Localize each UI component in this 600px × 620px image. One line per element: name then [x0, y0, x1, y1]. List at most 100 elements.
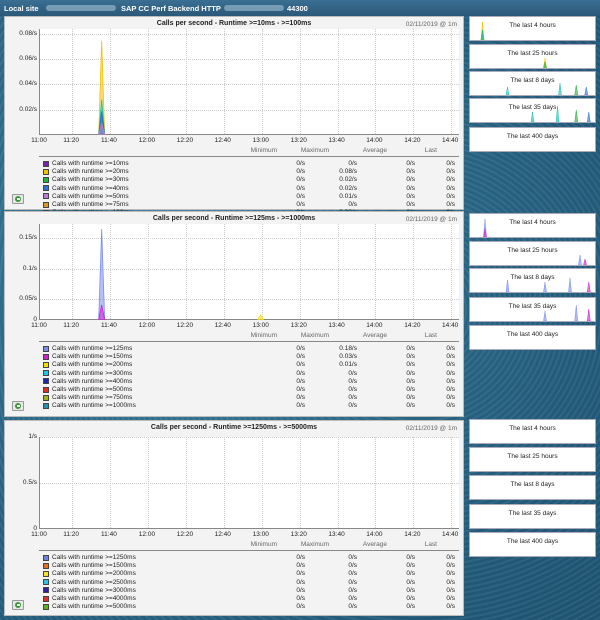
legend-label: Calls with runtime >=1000ms [52, 402, 136, 410]
x-tick-label: 11:20 [63, 531, 80, 538]
stat-last: 0/s [446, 570, 455, 578]
grid-line-v [109, 437, 111, 528]
legend-swatch [43, 570, 49, 577]
y-tick-label: 0.02/s [19, 105, 37, 113]
x-tick-label: 12:40 [214, 322, 231, 329]
stat-maximum: 0/s [348, 160, 357, 167]
history-thumbnail[interactable]: The last 4 hours [469, 419, 596, 444]
stat-minimum: 0/s [296, 176, 305, 184]
legend-row: Calls with runtime >=30ms 0/s 0.02/s 0/s 0/s [43, 176, 455, 184]
sparkline-mark [505, 279, 510, 292]
legend-label: Calls with runtime >=2000ms [52, 570, 136, 578]
y-tick-label: 0 [33, 316, 37, 323]
column-header: Average [362, 332, 387, 339]
stat-last: 0/s [446, 562, 455, 570]
stat-maximum: 0/s [348, 586, 357, 594]
legend-swatch [43, 394, 49, 401]
stat-last: 0/s [446, 184, 455, 192]
legend-label: Calls with runtime >=125ms [52, 345, 133, 352]
grid-line-h [40, 58, 459, 60]
stat-minimum: 0/s [296, 201, 305, 208]
stat-average: 0/s [406, 394, 415, 402]
grid-line-h [40, 437, 459, 438]
sparkline-mark [574, 109, 579, 122]
legend-row: Calls with runtime >=5000ms 0/s 0/s 0/s 0/s [43, 603, 455, 611]
history-thumbnail[interactable]: The last 400 days [469, 532, 596, 557]
history-thumbnail[interactable]: The last 25 hours [469, 44, 596, 69]
stat-average: 0/s [406, 562, 415, 570]
stat-minimum: 0/s [296, 192, 305, 200]
history-thumbnail[interactable]: The last 25 hours [469, 241, 596, 266]
stat-average: 0/s [406, 377, 415, 385]
stat-last: 0/s [446, 402, 455, 410]
stat-minimum: 0/s [296, 377, 305, 385]
column-header: Minimum [250, 147, 277, 154]
stat-last: 0/s [446, 377, 455, 385]
legend-swatch [43, 562, 49, 569]
history-thumbnail[interactable]: The last 4 hours [469, 16, 596, 41]
chart-panel: Calls per second - Runtime >=125ms - >=1… [4, 211, 464, 417]
add-to-dashboard-button[interactable] [12, 194, 24, 204]
legend-label: Calls with runtime >=5000ms [52, 603, 136, 611]
history-thumbnail[interactable]: The last 35 days [469, 297, 596, 322]
history-thumbnail[interactable]: The last 400 days [469, 325, 596, 350]
add-to-dashboard-button[interactable] [12, 600, 24, 610]
history-thumbnail[interactable]: The last 400 days [469, 127, 596, 152]
grid-line-v [223, 437, 225, 528]
x-tick-label: 11:40 [101, 531, 117, 538]
chart-svg [98, 40, 106, 135]
stat-average: 0/s [406, 554, 415, 561]
history-thumbnail[interactable]: The last 35 days [469, 504, 596, 529]
x-tick-label: 11:00 [31, 137, 47, 144]
add-to-dashboard-button[interactable] [12, 401, 24, 411]
history-thumbnail[interactable]: The last 35 days [469, 98, 596, 123]
history-thumbnail[interactable]: The last 8 days [469, 268, 596, 293]
sparkline-mark [584, 86, 589, 95]
thumbnail-sparkline [505, 277, 591, 292]
stat-average: 0/s [406, 402, 415, 410]
stat-average: 0/s [406, 192, 415, 200]
history-thumbnail[interactable]: The last 4 hours [469, 213, 596, 238]
thumbnail-label: The last 8 days [510, 274, 555, 281]
sparkline-mark [543, 310, 547, 321]
legend-row: Calls with runtime >=40ms 0/s 0.02/s 0/s 0/s [43, 185, 455, 193]
legend-swatch [43, 587, 49, 594]
stat-last: 0/s [446, 386, 455, 393]
history-thumbnail[interactable]: The last 8 days [469, 475, 596, 500]
grid-line-h [40, 84, 459, 86]
stat-minimum: 0/s [296, 595, 305, 602]
legend-swatch [43, 554, 49, 561]
grid-line-v [72, 29, 74, 134]
legend-label: Calls with runtime >=75ms [52, 201, 129, 208]
stat-minimum: 0/s [296, 369, 305, 377]
grid-line-v [451, 29, 453, 134]
stat-minimum: 0/s [296, 603, 305, 611]
legend-row: Calls with runtime >=750ms 0/s 0/s 0/s 0/s [43, 394, 455, 402]
sparkline-mark [483, 228, 487, 237]
x-tick-label: 11:20 [63, 137, 80, 144]
stat-average: 0/s [406, 345, 415, 352]
history-thumbnail[interactable]: The last 8 days [469, 71, 596, 96]
x-tick-label: 14:20 [404, 531, 421, 538]
legend-swatch [43, 193, 49, 200]
legend-swatch [43, 361, 49, 368]
stat-minimum: 0/s [296, 184, 305, 192]
thumbnail-label: The last 4 hours [509, 22, 556, 29]
stat-minimum: 0/s [296, 168, 305, 176]
history-thumbnail[interactable]: The last 25 hours [469, 447, 596, 472]
legend-label: Calls with runtime >=2500ms [52, 578, 136, 586]
y-tick-label: 0.15/s [19, 234, 37, 242]
spike-mark [98, 40, 106, 135]
thumbnail-sparkline [483, 218, 487, 237]
sparkline-mark [574, 84, 579, 95]
legend-row: Calls with runtime >=4000ms 0/s 0/s 0/s 0/s [43, 595, 455, 603]
stat-minimum: 0/s [296, 345, 305, 352]
stat-maximum: 0.02/s [339, 184, 357, 192]
grid-line-v [337, 224, 339, 319]
grid-line-v [413, 29, 415, 134]
spike-mark [98, 304, 106, 320]
thumbnail-sparkline [505, 82, 589, 95]
grid-line-v [261, 224, 263, 319]
legend-swatch [43, 370, 49, 377]
legend-row: Calls with runtime >=200ms 0/s 0.01/s 0/s 0/… [43, 361, 455, 369]
